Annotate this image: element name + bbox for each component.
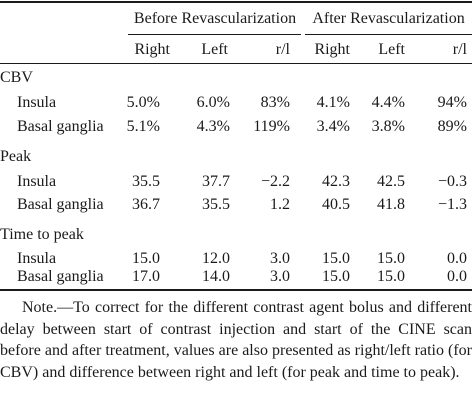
cell: 15.0 bbox=[377, 250, 405, 267]
cell: 15.0 bbox=[322, 250, 350, 267]
col-header-after-right: Right bbox=[314, 41, 350, 58]
cell: 15.0 bbox=[377, 268, 405, 285]
section-label-cbv: CBV bbox=[0, 69, 33, 86]
cell: 4.4% bbox=[371, 94, 405, 111]
row-label: Basal ganglia bbox=[17, 118, 104, 135]
col-header-before-left: Left bbox=[201, 41, 228, 58]
cell: 119% bbox=[253, 118, 290, 135]
cell: 12.0 bbox=[202, 250, 230, 267]
section-label-peak: Peak bbox=[0, 148, 32, 165]
cell: 3.0 bbox=[270, 268, 290, 285]
cell: 35.5 bbox=[132, 173, 160, 190]
row-label: Basal ganglia bbox=[17, 268, 104, 285]
col-header-before-ratio: r/l bbox=[275, 41, 290, 58]
cell: 4.3% bbox=[196, 118, 230, 135]
cell: 40.5 bbox=[322, 196, 350, 213]
cell: 6.0% bbox=[196, 94, 230, 111]
cell: 0.0 bbox=[447, 250, 467, 267]
group-underline-before bbox=[128, 34, 301, 35]
cell: 3.8% bbox=[371, 118, 405, 135]
table-footnote: Note.—To correct for the different contr… bbox=[0, 299, 472, 381]
cell: 4.1% bbox=[316, 94, 350, 111]
cell: 89% bbox=[437, 118, 467, 135]
cell: 35.5 bbox=[202, 196, 230, 213]
group-header-after: After Revascularization bbox=[312, 10, 465, 27]
cell: 3.4% bbox=[316, 118, 350, 135]
row-label: Insula bbox=[17, 250, 57, 267]
col-header-after-ratio: r/l bbox=[452, 41, 467, 58]
cell: −1.3 bbox=[437, 196, 467, 213]
cell: 5.0% bbox=[126, 94, 160, 111]
section-label-time-to-peak: Time to peak bbox=[0, 226, 84, 243]
cell: 3.0 bbox=[270, 250, 290, 267]
cell: 41.8 bbox=[377, 196, 405, 213]
cell: 15.0 bbox=[132, 250, 160, 267]
table-top-rule bbox=[0, 1, 472, 3]
table-bottom-rule bbox=[0, 289, 472, 291]
group-underline-after bbox=[305, 34, 472, 35]
header-rule bbox=[0, 63, 472, 64]
row-label: Basal ganglia bbox=[17, 196, 104, 213]
cell: 83% bbox=[260, 94, 290, 111]
cell: 1.2 bbox=[270, 196, 290, 213]
cell: −0.3 bbox=[437, 173, 467, 190]
cell: 94% bbox=[437, 94, 467, 111]
cell: 42.5 bbox=[377, 173, 405, 190]
cell: 36.7 bbox=[132, 196, 160, 213]
row-label: Insula bbox=[17, 173, 57, 190]
cell: 37.7 bbox=[202, 173, 230, 190]
cell: −2.2 bbox=[260, 173, 290, 190]
cell: 5.1% bbox=[126, 118, 160, 135]
cell: 42.3 bbox=[322, 173, 350, 190]
col-header-before-right: Right bbox=[134, 41, 170, 58]
cell: 0.0 bbox=[447, 268, 467, 285]
cell: 15.0 bbox=[322, 268, 350, 285]
cell: 17.0 bbox=[132, 268, 160, 285]
col-header-after-left: Left bbox=[378, 41, 405, 58]
group-header-before: Before Revascularization bbox=[133, 10, 297, 27]
row-label: Insula bbox=[17, 94, 57, 111]
cell: 14.0 bbox=[202, 268, 230, 285]
